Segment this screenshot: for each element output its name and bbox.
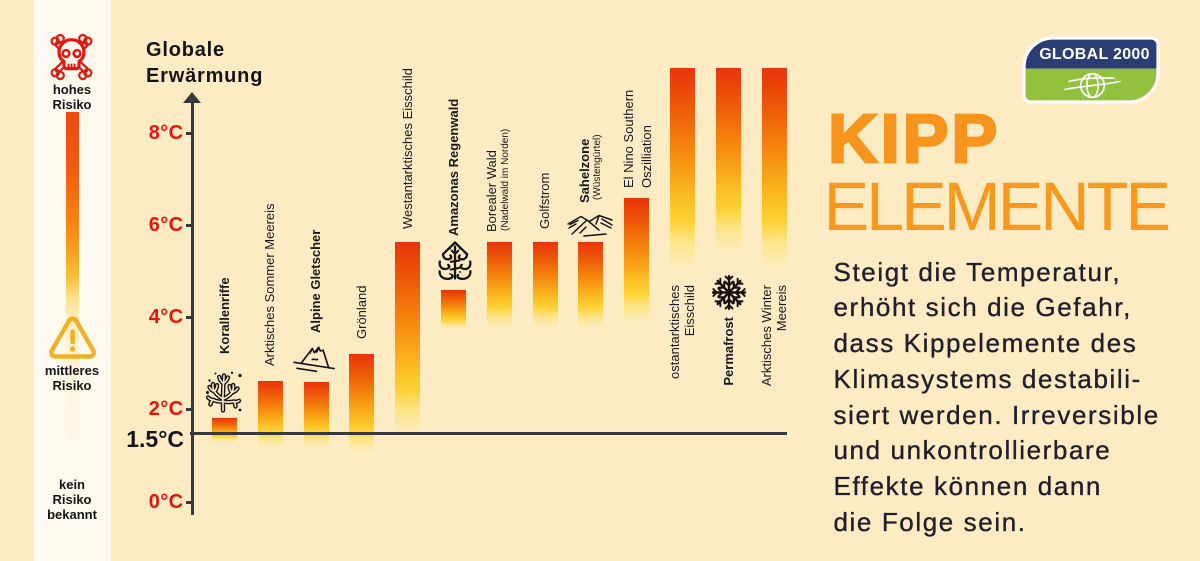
svg-text:GLOBAL 2000: GLOBAL 2000: [1039, 46, 1150, 63]
